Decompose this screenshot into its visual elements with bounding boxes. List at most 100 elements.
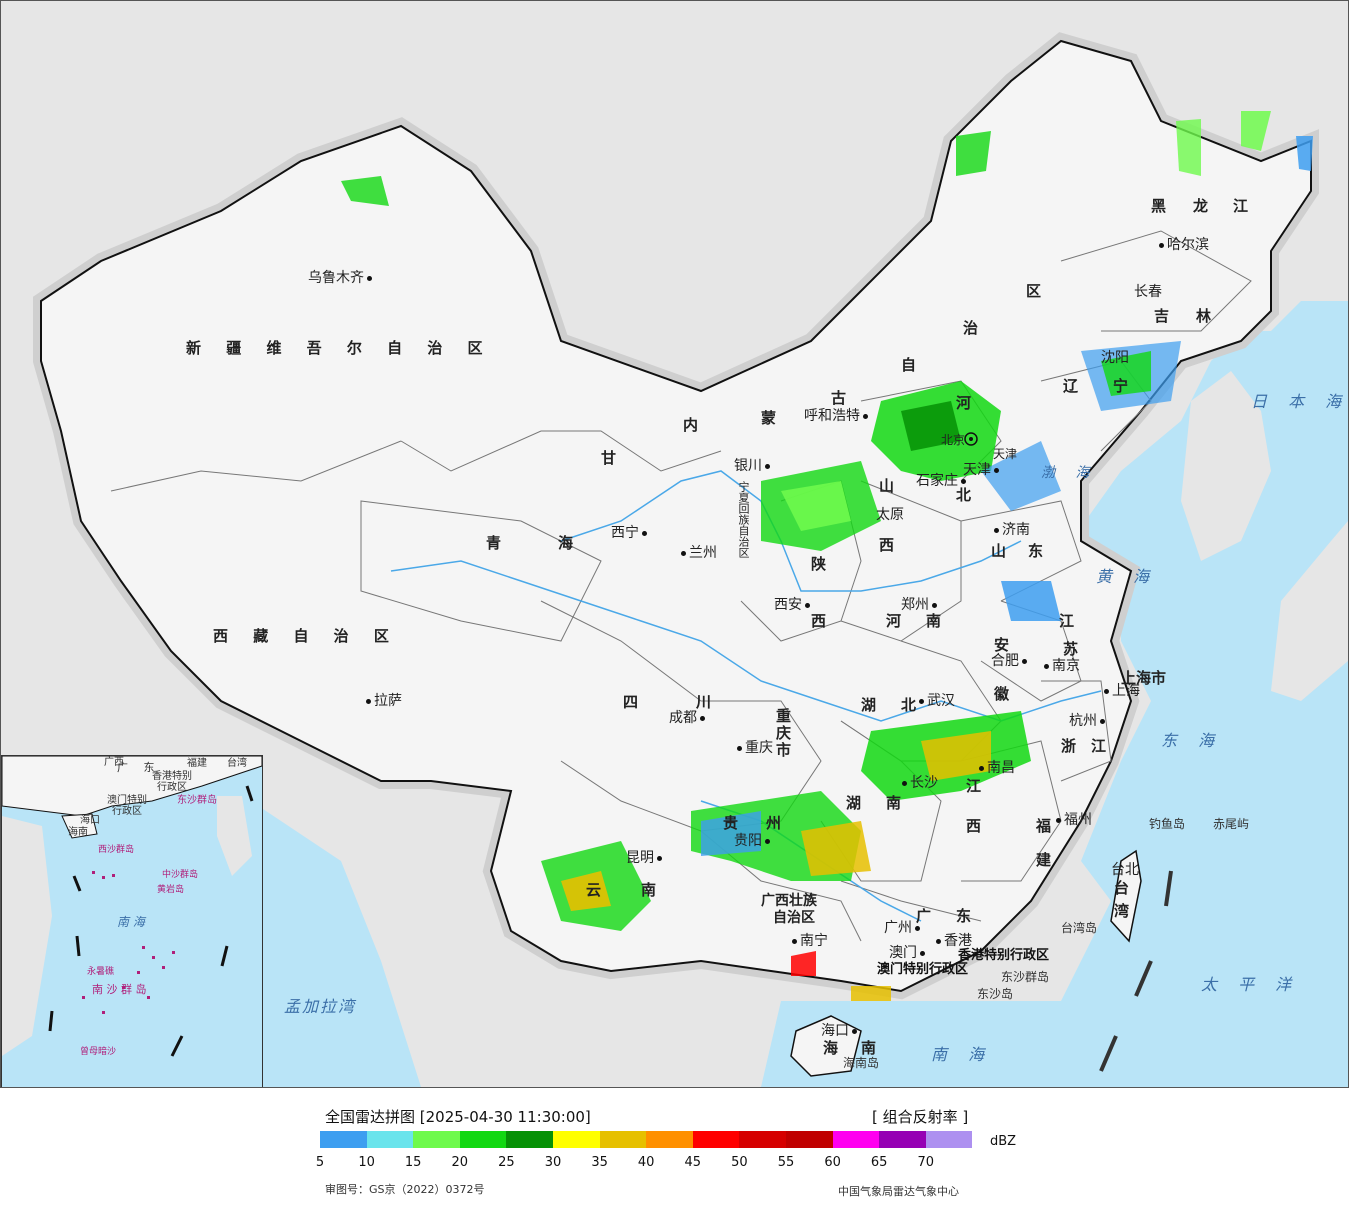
inset-zengmu: 曾母暗沙 — [80, 1047, 117, 1057]
city-xian: 西安 — [774, 598, 813, 612]
inset-hk-2: 行政区 — [157, 782, 187, 793]
inset-guangxi: 广西 — [104, 757, 124, 768]
region-jiangsu-2: 苏 — [1063, 640, 1089, 658]
region-jilin-1: 吉 — [1154, 307, 1180, 325]
region-hainan-1: 海 — [823, 1039, 849, 1057]
scale-tick-65: 65 — [870, 1155, 888, 1170]
south-china-sea-inset: 广西 广 东 福建 台湾 香港特别 行政区 澳门特别 行政区 东沙群岛 海口 海… — [1, 755, 263, 1087]
region-hubei-2: 北 — [901, 696, 927, 714]
region-fujian-2: 建 — [1036, 851, 1062, 869]
city-taiyuan: 太原 — [876, 507, 904, 523]
scale-swatch-50 — [739, 1131, 786, 1148]
inset-hainan: 海南 — [68, 827, 88, 838]
legend-unit: dBZ — [990, 1134, 1017, 1149]
island-chiwei: 赤尾屿 — [1213, 817, 1250, 831]
region-ningxia: 宁夏回族自治区 — [737, 481, 750, 558]
region-henan-2: 南 — [926, 612, 952, 630]
island-dongsha: 东沙岛 — [977, 987, 1014, 1001]
region-hebei-1: 河 — [956, 394, 982, 412]
region-chongqing-3: 市 — [776, 741, 802, 759]
inset-hk-1: 香港特别 — [152, 771, 192, 782]
region-innermongolia-5: 治 — [963, 319, 989, 337]
city-haikou: 海口 — [821, 1024, 860, 1038]
korea-land — [1181, 371, 1271, 561]
region-jiangsu-1: 江 — [1059, 612, 1085, 630]
scale-swatch-60 — [832, 1131, 880, 1148]
scale-tick-70: 70 — [917, 1155, 935, 1170]
city-nanjing: 南京 — [1041, 659, 1080, 673]
region-shanxi-2: 西 — [879, 536, 905, 554]
scale-swatch-15 — [413, 1131, 460, 1148]
inset-huangyan: 黄岩岛 — [157, 885, 185, 895]
region-tianjin: 天津 — [993, 447, 1018, 461]
scale-swatch-70 — [925, 1131, 973, 1148]
radar-map[interactable]: 新 疆 维 吾 尔 自 治 区 西 藏 自 治 区 青 海 甘 四 川 云 南 … — [0, 0, 1349, 1088]
sea-yellow: 黄 海 — [1096, 567, 1158, 586]
inset-dongsha: 东沙群岛 — [177, 795, 217, 806]
scale-swatch-35 — [599, 1131, 647, 1148]
city-lhasa: 拉萨 — [363, 694, 402, 708]
city-hongkong: 香港 — [933, 934, 972, 948]
region-macau: 澳门特别行政区 — [877, 962, 969, 977]
region-beijing: 北京 — [941, 433, 966, 447]
city-hefei: 合肥 — [991, 654, 1030, 668]
scale-tick-10: 10 — [358, 1155, 375, 1170]
region-taiwan-1: 台 — [1114, 879, 1140, 897]
city-taipei: 台北 — [1111, 862, 1139, 878]
sea-bohai: 渤 海 — [1041, 465, 1098, 481]
city-guiyang: 贵阳 — [734, 834, 773, 848]
region-chongqing-2: 庆 — [776, 724, 802, 742]
city-kunming: 昆明 — [626, 851, 665, 865]
region-fujian-1: 福 — [1036, 817, 1062, 835]
scale-tick-30: 30 — [544, 1155, 562, 1170]
region-yunnan-1: 云 — [586, 881, 612, 899]
region-gansu: 甘 — [601, 449, 627, 467]
inset-zhongsha: 中沙群岛 — [162, 870, 199, 880]
scale-tick-25: 25 — [498, 1155, 515, 1170]
region-innermongolia-3: 古 — [831, 389, 857, 407]
sea-japan: 日 本 海 — [1251, 392, 1349, 411]
scale-swatch-10 — [366, 1131, 414, 1148]
inset-map — [2, 756, 262, 1057]
region-heilongjiang-1: 黑 — [1151, 197, 1177, 215]
region-heilongjiang-3: 江 — [1233, 197, 1259, 215]
region-heilongjiang-2: 龙 — [1193, 197, 1219, 215]
data-source: 中国气象局雷达气象中心 — [838, 1185, 959, 1198]
scale-swatch-55 — [785, 1131, 833, 1148]
city-shanghai: 上海 — [1101, 684, 1140, 698]
region-taiwan-2: 湾 — [1114, 902, 1140, 920]
city-nanning: 南宁 — [789, 934, 828, 948]
city-hohhot: 呼和浩特 — [804, 409, 871, 423]
map-canvas — [1, 1, 1348, 1087]
sea-bengal: 孟加拉湾 — [284, 997, 357, 1016]
island-taiwan: 台湾岛 — [1061, 921, 1098, 935]
maritime-lines — [1099, 870, 1173, 1072]
scale-tick-5: 5 — [315, 1155, 325, 1170]
region-shanxi-1: 山 — [879, 477, 905, 495]
region-hainan-2: 南 — [861, 1039, 887, 1057]
japan-land — [1271, 521, 1348, 701]
scale-tick-20: 20 — [451, 1155, 469, 1170]
city-zhengzhou: 郑州 — [901, 598, 940, 612]
hainan-land — [790, 1015, 862, 1077]
region-innermongolia-4: 自 — [901, 356, 927, 374]
region-anhui-2: 徽 — [994, 685, 1020, 703]
region-tibet: 西 藏 自 治 区 — [213, 627, 399, 645]
region-guangxi-1: 广西壮族 — [761, 893, 817, 909]
scale-tick-45: 45 — [684, 1155, 702, 1170]
city-macau: 澳门 — [889, 946, 928, 960]
region-xinjiang: 新 疆 维 吾 尔 自 治 区 — [186, 339, 493, 357]
island-hainan: 海南岛 — [843, 1056, 880, 1070]
color-scale-bar — [320, 1131, 973, 1148]
island-diaoyu: 钓鱼岛 — [1149, 817, 1186, 831]
region-shaanxi-1: 陕 — [811, 555, 837, 573]
region-hebei-2: 北 — [956, 486, 982, 504]
region-zhejiang-2: 江 — [1091, 737, 1117, 755]
region-innermongolia-1: 内 — [683, 416, 709, 434]
scale-tick-50: 50 — [731, 1155, 748, 1170]
taiwan-land — [1110, 849, 1142, 943]
city-tianjin: 天津 — [963, 463, 1002, 477]
city-hangzhou: 杭州 — [1069, 714, 1108, 728]
city-chengdu: 成都 — [669, 711, 708, 725]
radar-echoes — [341, 111, 1313, 1001]
